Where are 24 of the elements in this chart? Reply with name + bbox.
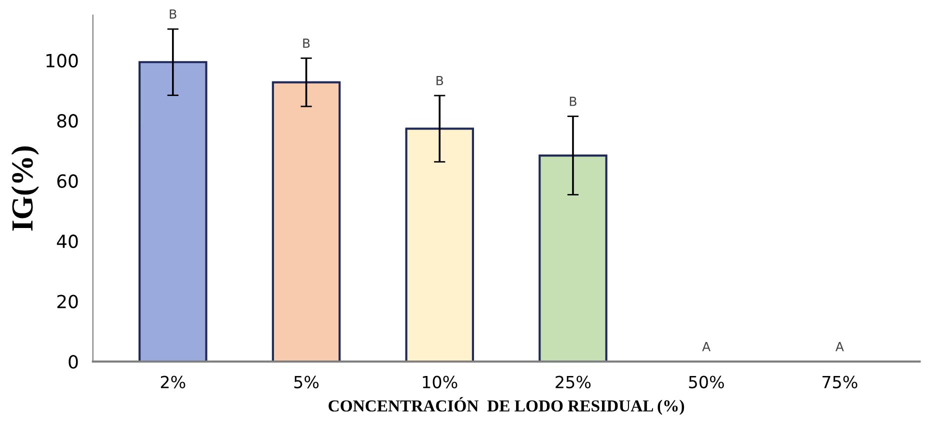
x-tick-label: 2% [160, 376, 186, 388]
bar [405, 128, 474, 362]
bar [272, 81, 341, 362]
x-tick-label: 5% [294, 376, 319, 388]
annotation: B [170, 9, 176, 19]
bar [538, 154, 608, 362]
y-tick-label: 40 [56, 234, 78, 248]
y-axis-title: IG(%) [11, 146, 39, 231]
annotation: A [836, 342, 844, 352]
y-tick-label: 0 [68, 355, 78, 369]
x-tick-label: 10% [422, 376, 458, 388]
annotation: B [570, 96, 576, 106]
x-tick-label: 50% [689, 376, 724, 388]
y-tick-label: 60 [57, 174, 78, 188]
x-tick-label: 75% [822, 376, 858, 388]
y-tick-label: 100 [46, 54, 78, 68]
x-axis-title: CONCENTRACIÓN DE LODO RESIDUAL (%) [328, 397, 684, 415]
annotation: B [303, 38, 310, 48]
y-tick-label: 80 [57, 114, 78, 128]
annotation: A [702, 342, 711, 352]
x-tick-label: 25% [556, 376, 591, 388]
y-tick-label: 20 [57, 294, 78, 308]
bar [138, 61, 208, 362]
annotation: B [436, 76, 444, 86]
